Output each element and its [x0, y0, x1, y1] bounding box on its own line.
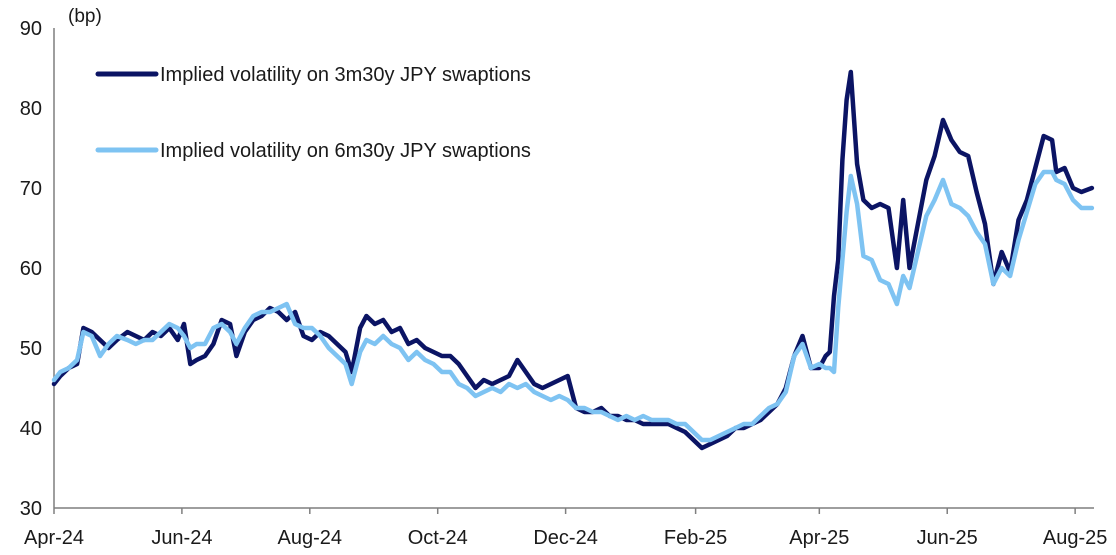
x-tick-label: Aug-25 [1043, 527, 1108, 549]
x-tick-label: Feb-25 [664, 527, 727, 549]
x-tick-group: Apr-24 Jun-24 Aug-24 Oct-24 Dec-24 Feb-25 Apr-… [24, 508, 1107, 549]
y-tick-label: 80 [20, 98, 42, 120]
y-tick-label: 30 [20, 498, 42, 520]
x-tick-label: Oct-24 [408, 527, 468, 549]
y-tick-label: 60 [20, 258, 42, 280]
x-tick-label: Apr-25 [789, 527, 849, 549]
axes [53, 28, 1094, 509]
y-tick-label: 40 [20, 418, 42, 440]
x-tick-label: Aug-24 [278, 527, 343, 549]
y-tick-label: 50 [20, 338, 42, 360]
series-line-3m30y [51, 69, 1095, 451]
legend-label: Implied volatility on 6m30y JPY swaption… [160, 140, 531, 162]
x-tick-label: Jun-24 [151, 527, 212, 549]
legend-label: Implied volatility on 3m30y JPY swaption… [160, 64, 531, 86]
series-group [51, 69, 1095, 451]
series-line-6m30y [51, 169, 1095, 443]
x-tick-label: Jun-25 [917, 527, 978, 549]
y-tick-label: 70 [20, 178, 42, 200]
x-tick-label: Dec-24 [533, 527, 597, 549]
y-axis-unit-label: (bp) [68, 6, 102, 27]
y-tick-label: 90 [20, 18, 42, 40]
legend: Implied volatility on 3m30y JPY swaption… [95, 64, 531, 162]
x-tick-label: Apr-24 [24, 527, 84, 549]
y-tick-group: 30 40 50 60 70 80 90 [20, 18, 42, 520]
